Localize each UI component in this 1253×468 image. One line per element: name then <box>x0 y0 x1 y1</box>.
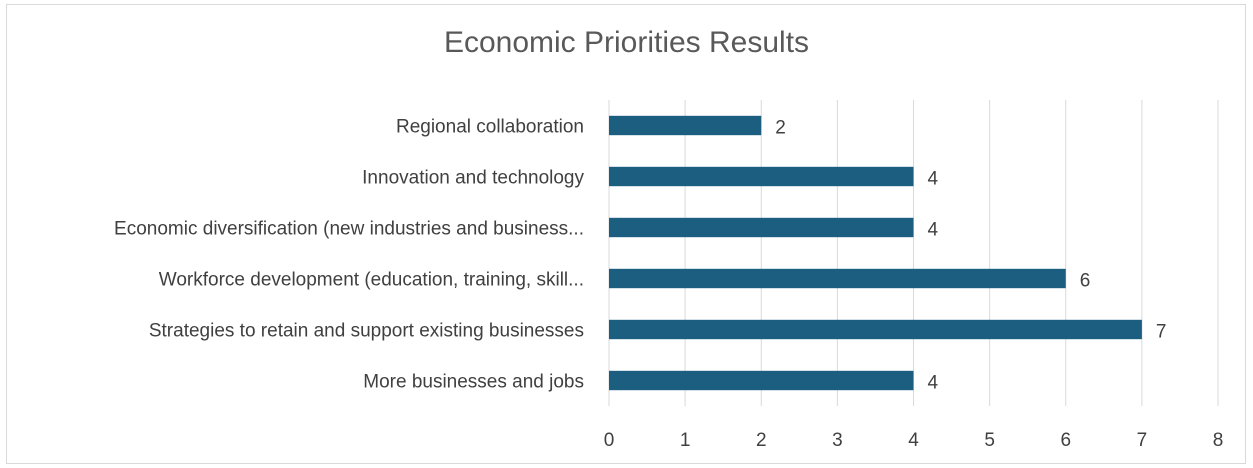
x-tick-label: 0 <box>604 430 615 451</box>
category-label: Innovation and technology <box>362 168 584 189</box>
x-tick-label: 2 <box>756 430 767 451</box>
x-tick-label: 8 <box>1213 430 1224 451</box>
bar <box>609 217 914 238</box>
x-tick-label: 4 <box>908 430 919 451</box>
category-label: Regional collaboration <box>396 117 584 138</box>
data-label: 2 <box>775 118 786 139</box>
x-axis-ticks: 0 1 2 3 4 5 6 7 8 <box>604 430 1224 451</box>
category-label: Workforce development (education, traini… <box>159 270 584 291</box>
bar <box>609 268 1066 289</box>
data-label: 7 <box>1156 322 1167 343</box>
data-label: 4 <box>928 169 939 190</box>
chart-title: Economic Priorities Results <box>443 26 810 59</box>
bar <box>609 370 914 391</box>
bars <box>609 115 1142 391</box>
bar <box>609 319 1142 340</box>
bar <box>609 166 914 187</box>
bar <box>609 115 762 136</box>
x-tick-label: 7 <box>1137 430 1148 451</box>
category-label: More businesses and jobs <box>363 372 584 393</box>
category-label: Strategies to retain and support existin… <box>149 321 584 342</box>
x-tick-label: 1 <box>680 430 691 451</box>
data-label: 4 <box>928 220 939 241</box>
x-tick-label: 6 <box>1060 430 1071 451</box>
category-labels: More businesses and jobs Strategies to re… <box>114 117 584 393</box>
data-labels: 4 7 6 4 4 2 <box>775 118 1166 394</box>
data-label: 4 <box>928 373 939 394</box>
category-label: Economic diversification (new industries… <box>114 219 584 240</box>
x-tick-label: 3 <box>832 430 843 451</box>
data-label: 6 <box>1080 271 1091 292</box>
gridlines <box>608 100 1219 406</box>
x-tick-label: 5 <box>984 430 995 451</box>
